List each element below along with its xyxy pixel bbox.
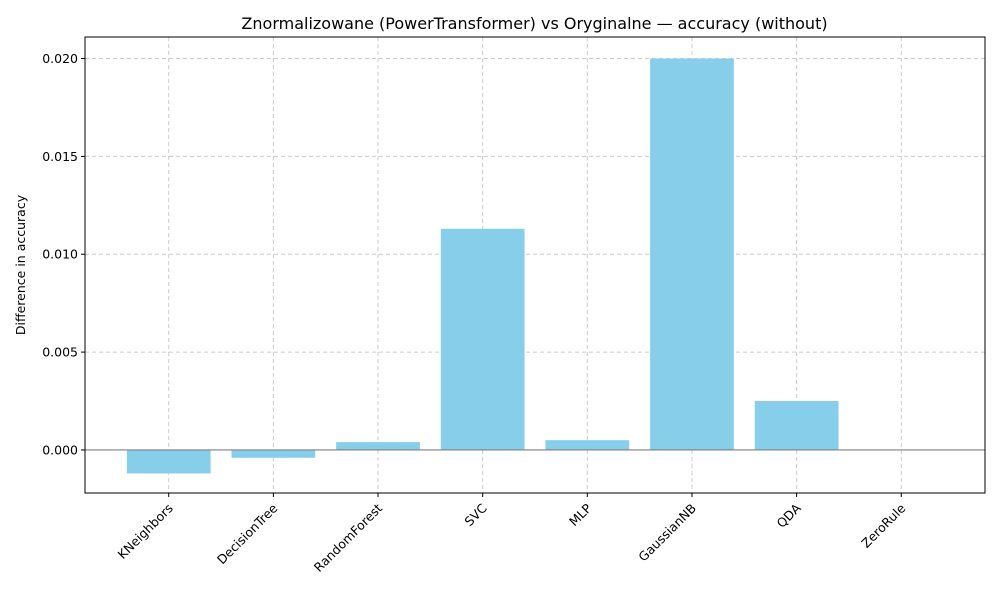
x-tick-label: MLP bbox=[566, 500, 595, 529]
x-tick-label: RandomForest bbox=[311, 500, 385, 574]
y-tick-label: 0.020 bbox=[42, 51, 78, 66]
bar-decisiontree bbox=[231, 449, 316, 458]
grid-lines bbox=[85, 37, 985, 493]
x-tick-label: GaussianNB bbox=[635, 501, 699, 565]
bar-gaussiannb bbox=[650, 58, 734, 450]
y-tick-label: 0.000 bbox=[42, 442, 78, 457]
bars bbox=[126, 58, 839, 474]
x-tick-label: SVC bbox=[461, 500, 490, 529]
x-tick-label: QDA bbox=[773, 500, 804, 531]
plot-frame bbox=[84, 36, 986, 494]
x-tick-label: ZeroRule bbox=[858, 500, 908, 550]
y-tick-label: 0.015 bbox=[42, 149, 78, 164]
y-axis-ticks: 0.000 0.005 0.010 0.015 0.020 bbox=[42, 51, 85, 457]
chart-title: Znormalizowane (PowerTransformer) vs Ory… bbox=[241, 14, 827, 33]
x-tick-label: DecisionTree bbox=[214, 500, 281, 567]
x-axis-ticks: KNeighbors DecisionTree RandomForest SVC MLP… bbox=[114, 493, 909, 575]
y-tick-label: 0.010 bbox=[42, 247, 78, 262]
bar-qda bbox=[754, 401, 839, 450]
bar-randomforest bbox=[336, 442, 420, 450]
bar-mlp bbox=[545, 440, 630, 450]
bar-kneighbors bbox=[126, 449, 211, 474]
y-axis-label: Difference in accuracy bbox=[13, 194, 28, 335]
y-tick-label: 0.005 bbox=[42, 345, 78, 360]
x-tick-label: KNeighbors bbox=[114, 501, 175, 562]
bar-svc bbox=[440, 228, 525, 450]
